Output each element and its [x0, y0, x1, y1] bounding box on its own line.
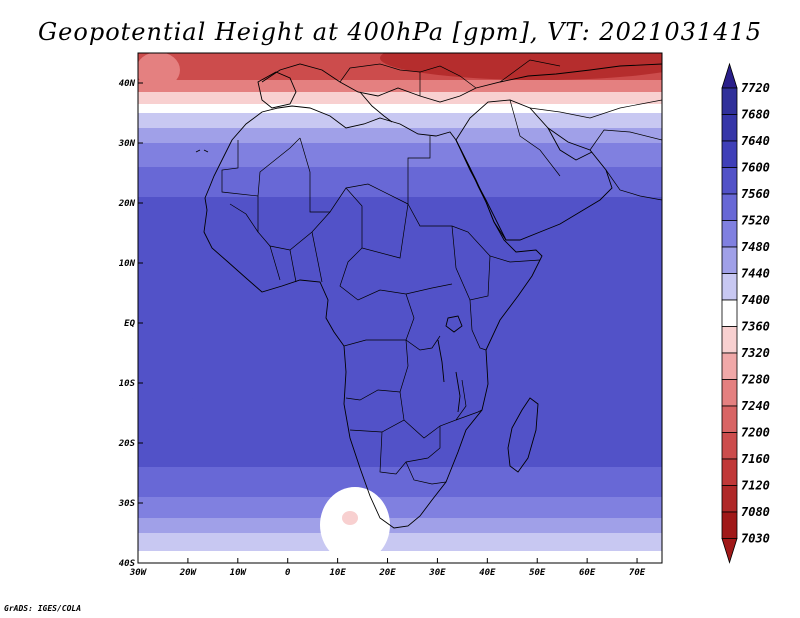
latitude-axis: 40N 30N 20N 10N EQ 10S 20S 30S 40S	[118, 79, 143, 569]
colorbar-box	[721, 87, 738, 115]
lake-victoria	[445, 315, 463, 333]
lon-tick-label: 30E	[428, 568, 446, 578]
colorbar-label: 7640	[741, 134, 770, 148]
iberia-coastline	[257, 71, 297, 109]
lon-tick-label: 70E	[629, 568, 646, 578]
colorbar-label: 7030	[741, 532, 770, 546]
colorbar-box	[721, 167, 738, 195]
colorbar-label: 7720	[741, 81, 770, 95]
colorbar-box	[721, 220, 738, 248]
colorbar-box	[721, 140, 738, 168]
arabia-coastline	[455, 99, 613, 241]
colorbar-box	[721, 485, 738, 513]
lat-tick-label: 20S	[118, 439, 136, 449]
colorbar-box	[721, 273, 738, 301]
lake-malawi	[455, 371, 461, 413]
colorbar-box	[721, 379, 738, 407]
colorbar-label: 7160	[741, 452, 770, 466]
lat-tick-label: 20N	[118, 199, 136, 209]
colorbar-box	[721, 352, 738, 380]
lon-tick-label: 40E	[479, 568, 496, 578]
lat-tick-label: 10S	[119, 379, 136, 389]
lat-tick-label: EQ	[124, 319, 135, 329]
colorbar-box	[721, 114, 738, 142]
lon-tick-label: 20W	[179, 568, 198, 578]
field-band-1	[138, 80, 662, 93]
lat-tick-label: 30S	[118, 499, 136, 509]
colorbar-label: 7680	[741, 108, 770, 122]
colorbar-box	[721, 326, 738, 354]
colorbar-label: 7120	[741, 479, 770, 493]
field-bands	[138, 53, 662, 563]
colorbar-box	[721, 299, 738, 327]
italy-coastline	[359, 91, 393, 123]
colorbar-box	[721, 511, 738, 539]
canary-islands	[195, 149, 209, 153]
colorbar-box	[721, 193, 738, 221]
europe-coastline	[261, 63, 662, 103]
geopotential-field	[138, 53, 662, 563]
red-sea-coastline	[455, 139, 507, 241]
colorbar-label: 7400	[741, 293, 770, 307]
colorbar-box	[721, 458, 738, 486]
colorbar-label: 7560	[741, 187, 770, 201]
colorbar-labels: 7720 7680 7640 7600 7560 7520 7480 7440 7400 7360…	[741, 81, 770, 546]
field-band-3	[138, 104, 662, 114]
lon-tick-label: 50E	[529, 568, 546, 578]
lat-tick-label: 40S	[119, 559, 136, 569]
colorbar-label: 7360	[741, 320, 770, 334]
lon-tick-label: 10E	[329, 568, 346, 578]
field-band-5	[138, 128, 662, 144]
colorbar-label: 7080	[741, 505, 770, 519]
high-anomaly-south-indian-ocean	[158, 397, 208, 433]
field-band-8	[138, 197, 662, 468]
colorbar-top-arrow	[721, 62, 738, 89]
madagascar-coastline	[507, 397, 539, 473]
colorbar-box	[721, 432, 738, 460]
field-band-12	[138, 533, 662, 552]
field-band-4	[138, 113, 662, 129]
lon-tick-label: 20E	[378, 568, 396, 578]
colorbar-box	[721, 405, 738, 433]
colorbar-label: 7600	[741, 161, 770, 175]
colorbar-label: 7320	[741, 346, 770, 360]
lon-tick-label: 30W	[129, 568, 148, 578]
colorbar-label: 7440	[741, 267, 770, 281]
colorbar-label: 7480	[741, 240, 770, 254]
map-frame	[137, 52, 663, 564]
field-band-10	[138, 497, 662, 519]
field-band-11	[138, 518, 662, 534]
colorbar-label: 7240	[741, 399, 770, 413]
lat-tick-label: 30N	[118, 139, 136, 149]
field-band-9	[138, 467, 662, 498]
field-band-2	[138, 92, 662, 105]
colorbar: 7720 7680 7640 7600 7560 7520 7480 7440 7400 7360…	[721, 62, 770, 564]
lon-tick-label: 0	[285, 568, 291, 578]
field-band-6	[138, 143, 662, 168]
colorbar-boxes	[721, 87, 738, 539]
lat-tick-label: 40N	[119, 79, 136, 89]
colorbar-label: 7200	[741, 426, 770, 440]
ridge-south-africa-core	[342, 511, 358, 525]
lat-tick-label: 10N	[119, 259, 136, 269]
country-borders	[221, 59, 662, 485]
field-band-13	[138, 551, 662, 563]
ridge-south-africa	[320, 487, 390, 563]
lake-tanganyika	[437, 339, 445, 383]
colorbar-bottom-arrow	[721, 538, 738, 564]
ridge-north-mediterranean	[380, 53, 662, 80]
lon-tick-label: 60E	[579, 568, 596, 578]
persian-gulf-coastline	[547, 127, 593, 161]
colorbar-label: 7280	[741, 373, 770, 387]
colorbar-label: 7520	[741, 214, 770, 228]
lon-tick-label: 10W	[230, 568, 248, 578]
colorbar-box	[721, 246, 738, 274]
grads-credit: GrADS: IGES/COLA	[4, 604, 82, 613]
map-title: Geopotential Height at 400hPa [gpm], VT:…	[38, 18, 762, 46]
longitude-axis: 30W 20W 10W 0 10E 20E 30E 40E 50E 60E 70E	[129, 558, 646, 578]
trough-north-atlantic	[138, 53, 180, 88]
